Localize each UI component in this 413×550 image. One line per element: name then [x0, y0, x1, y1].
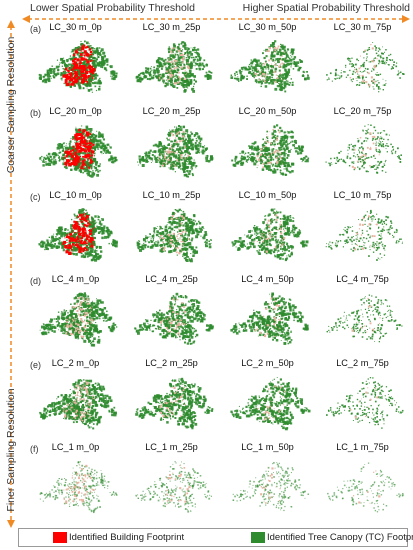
row-a: (a) LC_30 m_0p LC_30 m_25p LC_30 m_50p L…	[28, 22, 410, 106]
row-b: (b) LC_20 m_0p LC_20 m_25p LC_20 m_50p L…	[28, 106, 410, 190]
map-image	[230, 292, 309, 345]
map-panel: LC_1 m_50p	[220, 442, 315, 525]
resolution-axis: Coarser Sampling Resolution Finer Sampli…	[0, 20, 22, 528]
map-image	[230, 377, 311, 431]
panel-title: LC_30 m_0p	[49, 22, 102, 32]
panel-title: LC_2 m_50p	[241, 358, 294, 368]
map-panel: LC_20 m_0p	[28, 106, 123, 189]
map-image	[326, 377, 404, 429]
legend: Identified Building Footprint Identified…	[18, 528, 413, 547]
panel-title: LC_30 m_75p	[333, 22, 392, 32]
panel-title: LC_20 m_0p	[49, 106, 102, 116]
map-panel: LC_1 m_75p	[315, 442, 410, 525]
panel-title: LC_30 m_50p	[238, 22, 297, 32]
panel-title: LC_20 m_75p	[333, 106, 392, 116]
map-panel: LC_4 m_0p	[28, 274, 123, 357]
map-panel: LC_4 m_75p	[315, 274, 410, 357]
map-image	[232, 462, 309, 512]
threshold-axis: Lower Spatial Probability Threshold High…	[22, 2, 410, 23]
map-image	[231, 208, 309, 262]
panel-title: LC_1 m_75p	[336, 442, 389, 452]
panel-title: LC_1 m_50p	[241, 442, 294, 452]
map-panel: LC_10 m_0p	[28, 190, 123, 273]
panel-title: LC_10 m_25p	[142, 190, 201, 200]
row-tag: (a)	[30, 24, 41, 34]
panel-title: LC_20 m_25p	[142, 106, 201, 116]
map-panel: LC_20 m_50p	[220, 106, 315, 189]
building-swatch	[53, 532, 67, 543]
map-image	[326, 294, 403, 343]
map-panel: LC_2 m_0p	[28, 358, 123, 441]
map-image	[137, 125, 214, 178]
panel-title: LC_10 m_0p	[49, 190, 102, 200]
map-panel: LC_30 m_75p	[315, 22, 410, 105]
map-panel: LC_4 m_50p	[220, 274, 315, 357]
map-panel: LC_10 m_25p	[124, 190, 219, 273]
resolution-arrow	[7, 20, 15, 528]
row-f: (f) LC_1 m_0p LC_1 m_25p LC_1 m_50p LC_1…	[28, 442, 410, 526]
legend-label-building: Identified Building Footprint	[69, 532, 185, 543]
panel-title: LC_2 m_0p	[51, 358, 100, 368]
map-panel: LC_30 m_0p	[28, 22, 123, 105]
row-c: (c) LC_10 m_0p LC_10 m_25p LC_10 m_50p L…	[28, 190, 410, 274]
panel-title: LC_20 m_50p	[238, 106, 297, 116]
map-image	[325, 124, 402, 174]
row-tag: (b)	[30, 108, 41, 118]
map-image	[135, 461, 212, 513]
row-tag: (f)	[30, 444, 39, 454]
map-panel: LC_20 m_25p	[124, 106, 219, 189]
map-image	[134, 292, 214, 345]
map-image	[326, 42, 405, 93]
map-panel: LC_10 m_50p	[220, 190, 315, 273]
map-image	[136, 208, 212, 263]
map-panel: LC_10 m_75p	[315, 190, 410, 273]
tree-swatch	[251, 532, 265, 543]
map-image	[38, 40, 118, 93]
map-panel: LC_1 m_0p	[28, 442, 123, 525]
panel-title: LC_1 m_0p	[51, 442, 100, 452]
map-image	[39, 461, 118, 514]
map-panel: LC_1 m_25p	[124, 442, 219, 525]
panel-title: LC_4 m_0p	[51, 274, 100, 284]
map-panel: LC_30 m_50p	[220, 22, 315, 105]
row-tag: (e)	[30, 360, 41, 370]
higher-threshold-label: Higher Spatial Probability Threshold	[242, 2, 410, 14]
map-panel: LC_2 m_25p	[124, 358, 219, 441]
map-grid: (a) LC_30 m_0p LC_30 m_25p LC_30 m_50p L…	[28, 22, 410, 525]
panel-title: LC_4 m_50p	[241, 274, 294, 284]
map-image	[135, 41, 213, 93]
panel-title: LC_2 m_75p	[336, 358, 389, 368]
finer-resolution-label: Finer Sampling Resolution	[5, 388, 17, 512]
panel-title: LC_2 m_25p	[145, 358, 198, 368]
map-panel: LC_4 m_25p	[124, 274, 219, 357]
panel-title: LC_1 m_25p	[145, 442, 198, 452]
map-panel: LC_20 m_75p	[315, 106, 410, 189]
map-panel: LC_2 m_75p	[315, 358, 410, 441]
lower-threshold-label: Lower Spatial Probability Threshold	[30, 2, 195, 14]
map-image	[38, 208, 118, 262]
map-image	[230, 40, 310, 93]
map-image	[39, 292, 118, 347]
map-image	[39, 125, 118, 178]
panel-title: LC_4 m_75p	[336, 274, 389, 284]
row-e: (e) LC_2 m_0p LC_2 m_25p LC_2 m_50p LC_2…	[28, 358, 410, 442]
legend-label-tree: Identified Tree Canopy (TC) Footprint	[267, 532, 413, 543]
row-d: (d) LC_4 m_0p LC_4 m_25p LC_4 m_50p LC_4…	[28, 274, 410, 358]
map-image	[325, 209, 403, 261]
row-tag: (d)	[30, 276, 41, 286]
coarser-resolution-label: Coarser Sampling Resolution	[5, 36, 17, 174]
panel-title: LC_4 m_25p	[145, 274, 198, 284]
map-image	[39, 379, 117, 430]
panel-title: LC_10 m_50p	[238, 190, 297, 200]
panel-title: LC_10 m_75p	[333, 190, 392, 200]
row-tag: (c)	[30, 192, 41, 202]
map-panel: LC_2 m_50p	[220, 358, 315, 441]
panel-title: LC_30 m_25p	[142, 22, 201, 32]
map-image	[135, 377, 214, 430]
map-image	[327, 462, 404, 513]
map-panel: LC_30 m_25p	[124, 22, 219, 105]
map-image	[231, 124, 310, 176]
threshold-arrow	[22, 15, 410, 23]
